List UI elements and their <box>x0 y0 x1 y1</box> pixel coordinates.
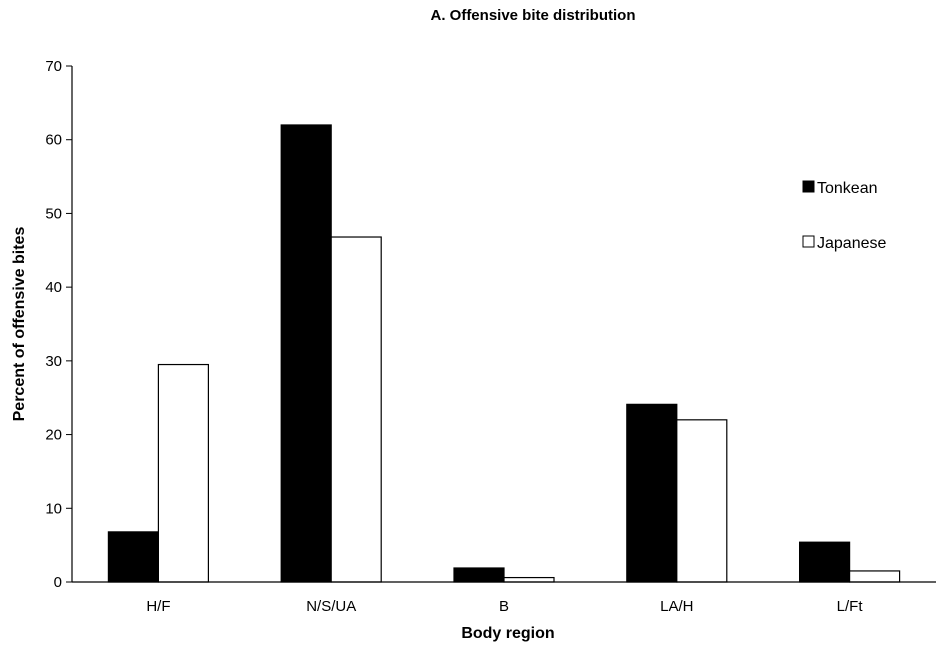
y-tick-label: 40 <box>45 279 62 296</box>
bar-japanese-h-f <box>157 363 209 583</box>
chart-title: A. Offensive bite distribution <box>430 7 635 24</box>
y-tick-label: 20 <box>45 427 62 444</box>
legend-label-tonkean: Tonkean <box>817 180 878 197</box>
legend-label-japanese: Japanese <box>817 235 886 252</box>
bar-japanese-n-s-ua <box>330 236 382 583</box>
bar-tonkean-h-f <box>107 531 160 583</box>
legend: Tonkean Japanese <box>802 180 886 252</box>
x-axis-title: Body region <box>461 625 554 642</box>
bar-tonkean-la-h <box>626 403 678 583</box>
bar-japanese-l-ft <box>848 570 901 583</box>
x-tick-label: H/F <box>146 598 170 615</box>
bar-japanese-la-h <box>676 419 728 583</box>
bar-tonkean-l-ft <box>798 541 851 583</box>
x-tick-label: B <box>499 598 509 615</box>
y-axis-title: Percent of offensive bites <box>11 227 28 422</box>
y-tick-label: 50 <box>45 205 62 222</box>
x-axis-ticks: H/F N/S/UA B LA/H L/Ft <box>146 598 863 615</box>
y-tick-label: 70 <box>45 58 62 75</box>
bar-japanese-b <box>503 576 555 583</box>
bars <box>107 124 901 583</box>
x-tick-label: L/Ft <box>837 598 864 615</box>
y-axis-ticks: 0 10 20 30 40 50 60 70 <box>45 58 72 591</box>
y-tick-label: 30 <box>45 353 62 370</box>
y-tick-label: 60 <box>45 132 62 149</box>
y-tick-label: 10 <box>45 500 62 517</box>
legend-swatch-tonkean <box>802 180 815 193</box>
x-tick-label: LA/H <box>660 598 693 615</box>
y-tick-label: 0 <box>54 574 62 591</box>
x-tick-label: N/S/UA <box>306 598 356 615</box>
legend-swatch-japanese <box>802 235 815 248</box>
bar-tonkean-n-s-ua <box>280 124 332 583</box>
bar-tonkean-b <box>453 567 505 583</box>
